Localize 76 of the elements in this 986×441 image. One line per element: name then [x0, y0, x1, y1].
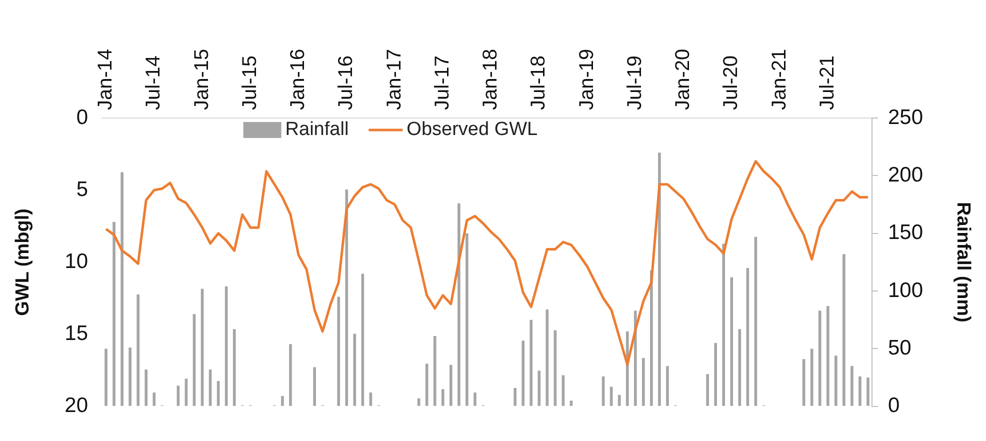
bar: [802, 359, 806, 406]
bar: [425, 364, 428, 406]
bar: [216, 381, 220, 406]
bar: [450, 364, 452, 406]
x-tick-label: Jan-14: [94, 48, 117, 110]
bar: [666, 366, 669, 406]
bar: [858, 376, 862, 406]
y-tick-label: 10: [64, 250, 88, 273]
legend-label: Observed GWL: [406, 119, 538, 140]
bar: [176, 386, 180, 406]
bar: [850, 366, 854, 406]
x-tick-label: Jul-20: [720, 56, 742, 110]
bar: [112, 222, 116, 406]
bar: [706, 374, 709, 406]
y-tick-label: 15: [64, 322, 88, 346]
y2-tick-label: 0: [888, 394, 900, 418]
x-tick-label: Jul-18: [528, 56, 550, 110]
x-tick-label: Jan-16: [287, 48, 310, 110]
bar: [538, 370, 541, 406]
bar: [514, 388, 516, 406]
bar: [120, 172, 124, 406]
bar: [642, 358, 645, 406]
bar: [474, 392, 476, 406]
y2-tick-label: 100: [888, 278, 924, 302]
bar: [104, 348, 108, 406]
legend-label: Rainfall: [285, 119, 349, 140]
bar: [466, 233, 468, 406]
y-tick-label: 20: [64, 394, 88, 418]
bar: [570, 400, 573, 406]
bar: [650, 270, 653, 406]
bar: [458, 203, 460, 406]
bar: [826, 306, 830, 406]
bar: [337, 296, 340, 406]
y2-tick-label: 150: [888, 221, 924, 244]
x-tick-label: Jan-15: [190, 48, 213, 110]
x-tick-label: Jul-17: [431, 56, 454, 110]
y2-axis-title: Rainfall (mm): [952, 202, 974, 322]
y-tick-label: 0: [76, 106, 88, 129]
bar: [530, 320, 533, 406]
bar: [730, 277, 734, 406]
bar: [184, 378, 188, 406]
x-tick-label: Jul-14: [142, 56, 165, 110]
bar: [136, 294, 140, 406]
bar: [522, 340, 524, 406]
bar: [313, 367, 316, 406]
bar: [144, 369, 148, 406]
x-tick-label: Jan-19: [576, 48, 598, 110]
bar: [722, 244, 726, 406]
bar: [345, 190, 348, 406]
x-tick-label: Jan-18: [480, 48, 502, 110]
y2-tick-label: 200: [888, 163, 924, 186]
y-axis-title: GWL (mbgl): [12, 208, 34, 316]
x-tick-label: Jul-16: [335, 56, 358, 110]
bar: [834, 356, 838, 406]
bar: [441, 389, 444, 406]
x-tick-label: Jan-17: [383, 48, 406, 110]
bar: [866, 378, 870, 406]
bar: [128, 348, 132, 406]
y-tick-label: 5: [76, 178, 88, 201]
bar: [369, 392, 372, 406]
x-tick-label: Jul-15: [238, 56, 261, 110]
y2-tick-label: 50: [888, 336, 912, 360]
x-tick-label: Jan-21: [768, 48, 790, 110]
bar: [658, 152, 661, 406]
bar: [818, 310, 822, 406]
bar: [281, 396, 284, 406]
bar: [289, 344, 292, 406]
x-tick-label: Jul-21: [816, 56, 838, 110]
x-tick-label: Jan-20: [672, 48, 694, 110]
bar: [152, 392, 156, 406]
x-tick-label: Jul-19: [624, 56, 646, 110]
y2-tick-label: 250: [888, 106, 924, 129]
bar: [842, 254, 846, 406]
bar: [810, 348, 814, 406]
bar: [714, 342, 717, 406]
bar: [433, 336, 436, 406]
